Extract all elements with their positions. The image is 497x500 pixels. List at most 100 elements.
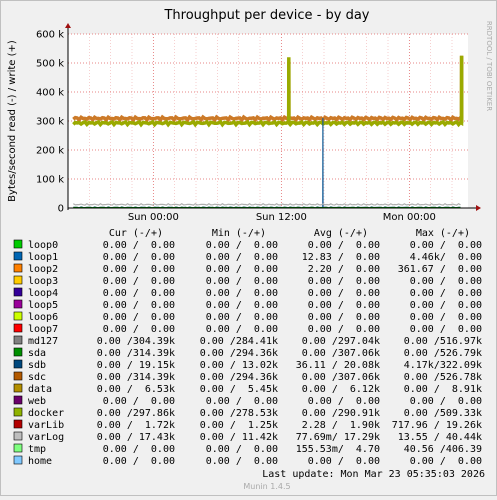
- x-tick-label: Mon 00:00: [383, 212, 436, 223]
- rrdtool-credit: RRDTOOL / TOBI OETIKER: [485, 21, 493, 111]
- legend-value-cur: 0.00 / 0.00: [103, 252, 175, 263]
- legend-swatch-loop5: [14, 300, 22, 308]
- legend-value-cur: 0.00 /304.39k: [97, 336, 175, 347]
- legend-value-cur: 0.00 / 6.53k: [97, 384, 175, 395]
- legend-name: loop1: [28, 252, 58, 263]
- legend-value-cur: 0.00 / 19.15k: [97, 360, 175, 371]
- legend-name: home: [28, 456, 52, 467]
- munin-version: Munin 1.4.5: [243, 482, 290, 491]
- legend-name: loop2: [28, 264, 58, 275]
- y-tick-label: 100 k: [36, 175, 64, 186]
- legend-value-avg: 0.00 /290.91k: [302, 408, 380, 419]
- legend-name: varLog: [28, 432, 64, 443]
- legend-value-cur: 0.00 / 0.00: [103, 300, 175, 311]
- legend-header-0: Cur (-/+): [109, 228, 163, 239]
- legend-swatch-home: [14, 456, 22, 464]
- legend-value-min: 0.00 / 0.00: [206, 396, 278, 407]
- legend-value-avg: 155.53m/ 4.70: [296, 444, 380, 455]
- legend-swatch-loop3: [14, 276, 22, 284]
- legend-name: md127: [28, 336, 58, 347]
- legend-value-cur: 0.00 /314.39k: [97, 372, 175, 383]
- legend-value-avg: 12.83 / 0.00: [302, 252, 380, 263]
- legend-swatch-loop2: [14, 264, 22, 272]
- legend-value-max: 0.00 / 0.00: [410, 396, 482, 407]
- legend-value-avg: 77.69m/ 17.29k: [296, 432, 380, 443]
- legend-swatch-sda: [14, 348, 22, 356]
- legend-value-min: 0.00 / 0.00: [206, 444, 278, 455]
- legend-swatch-tmp: [14, 444, 22, 452]
- legend-value-max: 0.00 / 0.00: [410, 240, 482, 251]
- legend-value-avg: 36.11 / 20.08k: [296, 360, 380, 371]
- legend-value-max: 361.67 / 0.00: [398, 264, 482, 275]
- legend-value-max: 13.55 / 40.44k: [398, 432, 482, 443]
- legend-value-max: 717.96 / 19.26k: [392, 420, 482, 431]
- legend-value-min: 0.00 / 0.00: [206, 276, 278, 287]
- x-tick-label: Sun 00:00: [128, 212, 179, 223]
- legend-value-avg: 0.00 / 0.00: [308, 300, 380, 311]
- legend-name: loop3: [28, 276, 58, 287]
- legend-value-min: 0.00 / 11.42k: [200, 432, 278, 443]
- legend-value-cur: 0.00 / 1.72k: [97, 420, 175, 431]
- legend-value-cur: 0.00 / 0.00: [103, 444, 175, 455]
- y-tick-label: 300 k: [36, 117, 64, 128]
- legend-value-min: 0.00 / 0.00: [206, 456, 278, 467]
- legend-value-min: 0.00 / 1.25k: [200, 420, 278, 431]
- legend-name: loop0: [28, 240, 58, 251]
- legend-name: data: [28, 384, 52, 395]
- x-tick-label: Sun 12:00: [256, 212, 307, 223]
- legend-name: docker: [28, 408, 64, 419]
- legend-value-max: 0.00 / 0.00: [410, 288, 482, 299]
- legend-value-max: 0.00 / 0.00: [410, 276, 482, 287]
- legend-value-cur: 0.00 /314.39k: [97, 348, 175, 359]
- legend-value-min: 0.00 / 0.00: [206, 288, 278, 299]
- legend-name: loop5: [28, 300, 58, 311]
- legend-swatch-loop1: [14, 252, 22, 260]
- legend-name: loop7: [28, 324, 58, 335]
- y-tick-label: 600 k: [36, 30, 64, 41]
- legend-name: sdc: [28, 372, 46, 383]
- legend-value-max: 0.00 / 0.00: [410, 300, 482, 311]
- legend-swatch-sdb: [14, 360, 22, 368]
- legend-value-cur: 0.00 /297.86k: [97, 408, 175, 419]
- legend-value-min: 0.00 / 0.00: [206, 300, 278, 311]
- legend-value-avg: 2.20 / 0.00: [308, 264, 380, 275]
- y-tick-label: 0: [58, 204, 64, 215]
- legend-value-min: 0.00 / 0.00: [206, 324, 278, 335]
- legend-value-cur: 0.00 / 0.00: [103, 288, 175, 299]
- legend-value-min: 0.00 /278.53k: [200, 408, 278, 419]
- legend-value-cur: 0.00 / 0.00: [103, 396, 175, 407]
- legend-value-max: 0.00 / 8.91k: [404, 384, 482, 395]
- legend-value-cur: 0.00 / 0.00: [103, 456, 175, 467]
- legend-swatch-varLog: [14, 432, 22, 440]
- y-axis-arrow: [65, 23, 71, 28]
- legend-value-max: 0.00 / 0.00: [410, 312, 482, 323]
- legend-value-max: 0.00 /516.97k: [404, 336, 482, 347]
- legend-value-avg: 2.28 / 1.90k: [302, 420, 380, 431]
- legend-value-cur: 0.00 / 0.00: [103, 240, 175, 251]
- legend-value-max: 40.56 /406.39: [404, 444, 482, 455]
- legend-name: tmp: [28, 444, 46, 455]
- legend-swatch-loop0: [14, 240, 22, 248]
- legend-swatch-varLib: [14, 420, 22, 428]
- legend-name: loop6: [28, 312, 58, 323]
- legend-swatch-loop6: [14, 312, 22, 320]
- legend-value-min: 0.00 / 0.00: [206, 264, 278, 275]
- legend-value-cur: 0.00 / 0.00: [103, 264, 175, 275]
- legend-name: loop4: [28, 288, 58, 299]
- legend-name: web: [28, 396, 46, 407]
- legend-value-avg: 0.00 /307.06k: [302, 372, 380, 383]
- legend-value-min: 0.00 /294.36k: [200, 372, 278, 383]
- legend-header-2: Avg (-/+): [314, 228, 368, 239]
- legend-swatch-docker: [14, 408, 22, 416]
- legend-value-min: 0.00 /294.36k: [200, 348, 278, 359]
- legend-value-max: 4.17k/322.09k: [404, 360, 482, 371]
- legend-value-avg: 0.00 / 0.00: [308, 276, 380, 287]
- legend-value-min: 0.00 / 0.00: [206, 240, 278, 251]
- legend-value-max: 0.00 / 0.00: [410, 324, 482, 335]
- legend-swatch-loop4: [14, 288, 22, 296]
- legend-swatch-md127: [14, 336, 22, 344]
- last-update: Last update: Mon Mar 23 05:35:03 2026: [262, 469, 485, 480]
- legend-value-avg: 0.00 / 0.00: [308, 240, 380, 251]
